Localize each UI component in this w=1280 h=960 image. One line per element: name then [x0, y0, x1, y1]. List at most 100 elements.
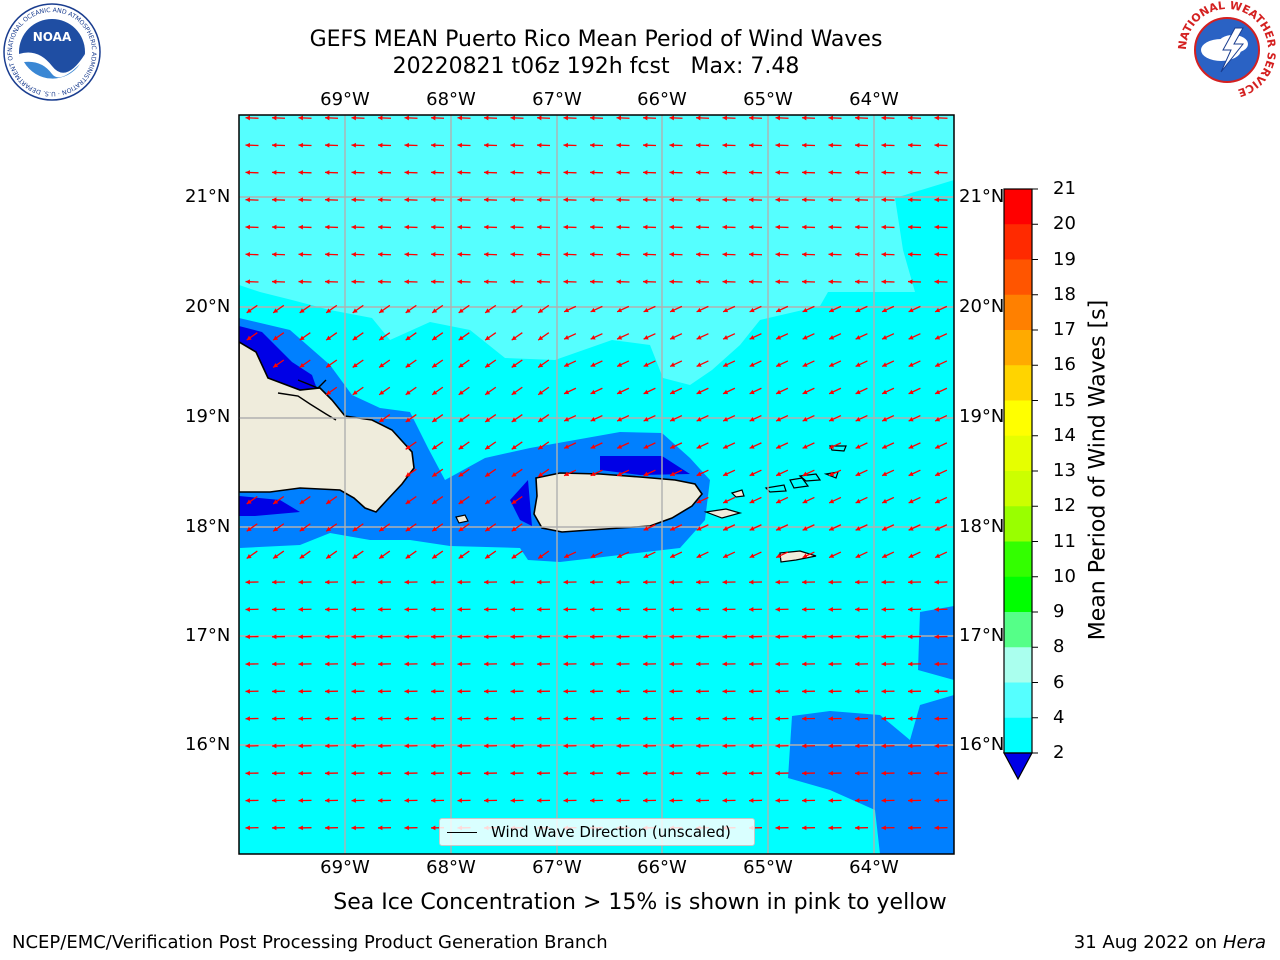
wind-arrow — [483, 579, 498, 585]
wind-arrow — [536, 252, 551, 257]
wind-arrow — [271, 279, 286, 285]
wind-arrow — [802, 524, 815, 531]
colorbar-tick-label: 21 — [1053, 178, 1076, 199]
wind-arrow — [245, 142, 259, 148]
wind-arrow — [854, 688, 869, 694]
wind-arrow — [828, 579, 842, 585]
wind-arrow — [589, 170, 604, 175]
footer-run-info: 31 Aug 2022 on Hera — [1074, 932, 1266, 953]
wind-arrow — [405, 550, 417, 560]
wind-arrow — [483, 770, 498, 776]
wind-arrow — [377, 224, 392, 230]
wind-arrow — [378, 550, 391, 560]
colorbar-tick-label: 13 — [1053, 460, 1076, 481]
wind-arrow — [483, 607, 498, 612]
wind-arrow — [696, 469, 709, 477]
wind-arrow — [934, 524, 948, 531]
wind-arrow — [245, 798, 259, 803]
wind-arrow — [696, 414, 709, 422]
wind-arrow — [457, 634, 471, 640]
lon-label-bottom-69w: 69°W — [320, 857, 370, 878]
wind-arrow — [801, 279, 816, 285]
wind-arrow — [458, 441, 470, 450]
wind-arrow — [669, 115, 683, 121]
wind-arrow — [748, 770, 763, 776]
wind-arrow — [536, 716, 551, 722]
wind-arrow — [483, 716, 498, 722]
wind-arrow — [748, 279, 763, 285]
wind-arrow — [642, 252, 657, 257]
sea-ice-note: Sea Ice Concentration > 15% is shown in … — [333, 890, 947, 915]
wind-arrow — [537, 332, 550, 341]
wind-arrow — [696, 387, 709, 395]
wind-arrow — [271, 688, 286, 694]
wind-arrow — [642, 197, 657, 203]
wind-arrow — [616, 279, 630, 285]
wind-arrow — [404, 115, 418, 121]
wind-arrow — [775, 743, 789, 749]
wind-arrow — [536, 197, 551, 203]
wind-arrow — [324, 716, 339, 722]
wind-arrow — [722, 279, 736, 285]
wind-arrow — [642, 115, 657, 121]
wind-arrow — [802, 414, 815, 422]
wind-arrow — [377, 252, 392, 257]
wind-arrow — [881, 142, 895, 148]
wind-arrow — [881, 252, 895, 257]
wind-arrow — [801, 716, 816, 722]
wind-arrow — [511, 304, 523, 314]
wind-arrow — [881, 360, 895, 368]
wind-arrow — [828, 524, 842, 531]
wind-arrow — [298, 607, 312, 612]
wind-arrow — [749, 524, 762, 531]
wind-arrow — [934, 496, 948, 504]
wind-arrow — [669, 252, 683, 257]
wind-arrow — [298, 743, 312, 749]
puerto-rico-land — [533, 472, 704, 533]
colorbar-band — [1004, 682, 1032, 719]
wind-arrow — [351, 170, 365, 175]
wind-arrow — [404, 252, 418, 257]
wind-arrow — [457, 607, 471, 612]
colorbar-tick-label: 17 — [1053, 319, 1076, 340]
wind-arrow — [722, 607, 736, 612]
wind-arrow — [695, 743, 710, 749]
wind-arrow — [324, 279, 339, 285]
wind-arrow — [907, 197, 922, 203]
wind-arrow — [510, 716, 524, 722]
wind-arrow — [801, 252, 816, 257]
wind-arrow — [855, 442, 868, 449]
lat-label-right-17n: 17°N — [959, 625, 1005, 646]
wind-arrow — [669, 634, 683, 640]
wind-arrow — [484, 332, 497, 341]
wind-arrow — [272, 304, 285, 314]
wind-arrow — [695, 716, 710, 722]
wind-arrow — [563, 716, 577, 722]
wind-arrow — [828, 170, 842, 175]
wind-wave-direction-legend: Wind Wave Direction (unscaled) — [439, 818, 755, 846]
wind-arrow — [854, 743, 869, 749]
wind-arrow — [404, 142, 418, 148]
wind-arrow — [749, 305, 762, 313]
wind-arrow — [404, 825, 418, 831]
wind-arrow — [563, 252, 577, 257]
wind-arrow — [881, 442, 895, 449]
wind-arrow — [510, 252, 524, 257]
wind-arrow — [378, 304, 391, 314]
wind-arrow — [457, 170, 471, 175]
lon-label-bottom-65w: 65°W — [743, 857, 793, 878]
wind-arrow — [563, 634, 577, 640]
wind-arrow — [616, 798, 630, 803]
wind-arrow — [377, 607, 392, 612]
wind-arrow — [563, 115, 577, 121]
wind-arrow — [722, 360, 736, 368]
wind-arrow — [854, 579, 869, 585]
wind-arrow — [589, 634, 604, 640]
wind-arrow — [299, 304, 311, 314]
wind-arrow — [271, 798, 286, 803]
wind-arrow — [484, 495, 497, 505]
wind-wave-direction-arrows — [245, 115, 948, 831]
wind-arrow — [431, 495, 444, 505]
wind-arrow — [378, 386, 391, 396]
